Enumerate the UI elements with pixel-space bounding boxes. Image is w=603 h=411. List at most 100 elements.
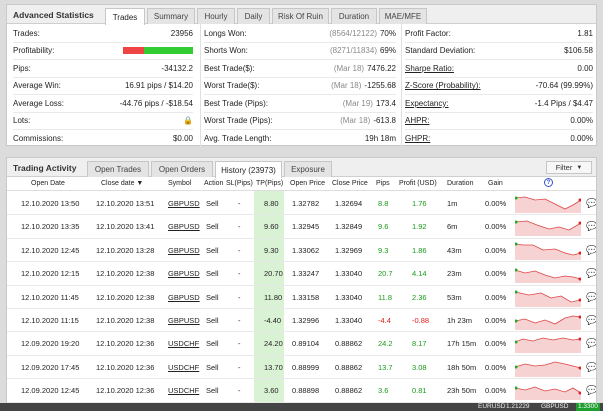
cell-symbol[interactable]: GBPUSD bbox=[168, 222, 200, 232]
col-tp-pips[interactable]: TP(Pips) bbox=[256, 180, 284, 187]
cell-symbol[interactable]: GBPUSD bbox=[168, 292, 200, 302]
table-row[interactable]: 12.09.2020 12:45 12.10.2020 12:36 USDCHF Se… bbox=[7, 379, 597, 403]
cell-symbol[interactable]: GBPUSD bbox=[168, 199, 200, 208]
tab-open-trades[interactable]: Open Trades bbox=[87, 161, 149, 177]
comment-icon[interactable]: 💬 bbox=[586, 315, 597, 325]
stat-longs-won: Longs Won: (8564/12122) 70% bbox=[204, 25, 396, 43]
cell-symbol[interactable]: GBPUSD bbox=[168, 245, 200, 255]
stat-label-link[interactable]: Sharpe Ratio: bbox=[405, 63, 454, 73]
cell-sl: - bbox=[238, 386, 241, 396]
stat-label-link[interactable]: GHPR: bbox=[405, 134, 431, 144]
col-gain[interactable]: Gain bbox=[488, 180, 503, 187]
ticker-price: 1.21229 bbox=[506, 403, 530, 410]
table-row[interactable]: 12.10.2020 13:35 12.10.2020 13:41 GBPUSD Se… bbox=[7, 215, 597, 239]
tab-duration[interactable]: Duration bbox=[331, 8, 377, 24]
col-close-price[interactable]: Close Price bbox=[332, 180, 368, 187]
col-profit[interactable]: Profit (USD) bbox=[399, 180, 437, 187]
mini-chart-line bbox=[515, 361, 581, 369]
col-pips[interactable]: Pips bbox=[376, 180, 390, 187]
cell-tp: 13.70 bbox=[264, 362, 283, 372]
comment-icon[interactable]: 💬 bbox=[586, 291, 597, 302]
mini-chart-line bbox=[515, 220, 581, 231]
col-symbol[interactable]: Symbol bbox=[168, 180, 192, 187]
stat-best-trade-usd: Best Trade($): (Mar 18) 7476.22 bbox=[204, 60, 396, 78]
ticker-symbol[interactable]: GBPUSD bbox=[541, 403, 569, 410]
cell-sl: - bbox=[238, 245, 241, 255]
cell-pips: 13.7 bbox=[378, 362, 393, 372]
tab-summary[interactable]: Summary bbox=[147, 8, 195, 24]
info-icon[interactable]: ? bbox=[544, 178, 553, 187]
cell-profit: 0.81 bbox=[412, 386, 427, 396]
cell-symbol[interactable]: GBPUSD bbox=[168, 316, 200, 325]
cell-close-price: 1.33040 bbox=[335, 269, 363, 279]
stat-lots: Lots: 🔒 bbox=[13, 113, 193, 130]
col-action[interactable]: Action bbox=[204, 180, 224, 187]
table-row[interactable]: 12.10.2020 11:45 12.10.2020 12:38 GBPUSD Se… bbox=[7, 286, 596, 309]
stat-ghpr: GHPR: 0.00% bbox=[405, 130, 593, 148]
table-row[interactable]: 12.10.2020 13:50 12.10.2020 13:51 GBPUSD Se… bbox=[7, 192, 597, 216]
ticker-symbol[interactable]: EURUSD bbox=[478, 403, 506, 410]
trade-mini-chart bbox=[515, 315, 581, 330]
tab-history[interactable]: History (23973) bbox=[215, 161, 282, 178]
table-row[interactable]: 12.10.2020 12:15 12.10.2020 12:38 GBPUSD Se… bbox=[7, 262, 597, 286]
col-sl-pips[interactable]: SL(Pips) bbox=[226, 180, 253, 187]
table-row[interactable]: 12.10.2020 12:45 12.10.2020 13:28 GBPUSD Se… bbox=[7, 239, 597, 263]
tab-trades[interactable]: Trades bbox=[105, 8, 145, 25]
tab-exposure[interactable]: Exposure bbox=[284, 161, 332, 177]
mini-chart-open-dot bbox=[515, 268, 518, 272]
table-row[interactable]: 12.10.2020 11:15 12.10.2020 12:38 GBPUSD Se… bbox=[7, 309, 597, 333]
activity-tabbar: Trading Activity Open Trades Open Orders… bbox=[7, 158, 596, 178]
cell-profit: 4.14 bbox=[412, 269, 427, 279]
table-row[interactable]: 12.09.2020 19:20 12.10.2020 12:36 USDCHF Se… bbox=[7, 332, 597, 356]
comment-icon[interactable]: 💬 bbox=[586, 361, 597, 372]
cell-close-price: 1.33040 bbox=[335, 316, 363, 325]
col-duration[interactable]: Duration bbox=[447, 180, 474, 187]
cell-profit: 1.92 bbox=[412, 222, 427, 232]
trade-mini-chart bbox=[515, 337, 581, 354]
filter-dropdown[interactable]: Filter ▼ bbox=[546, 161, 592, 174]
mini-chart-line bbox=[515, 386, 581, 394]
tab-daily[interactable]: Daily bbox=[237, 8, 270, 24]
stat-value: $106.58 bbox=[564, 46, 593, 56]
cell-symbol[interactable]: USDCHF bbox=[168, 386, 200, 396]
comment-icon[interactable]: 💬 bbox=[586, 338, 597, 349]
ticker-price: 1.3300 bbox=[576, 403, 600, 411]
table-row[interactable]: 12.09.2020 17:45 12.10.2020 12:36 USDCHF Se… bbox=[7, 356, 597, 380]
comment-icon[interactable]: 💬 bbox=[586, 385, 597, 396]
col-close-date[interactable]: Close date ▼ bbox=[101, 180, 144, 187]
col-open-date[interactable]: Open Date bbox=[31, 180, 65, 187]
stat-label-link[interactable]: AHPR: bbox=[405, 116, 430, 126]
comment-icon[interactable]: 💬 bbox=[586, 221, 597, 232]
lock-icon[interactable]: 🔒 bbox=[183, 116, 193, 126]
tab-risk-of-ruin[interactable]: Risk Of Ruin bbox=[272, 8, 329, 24]
cell-sl: - bbox=[238, 199, 241, 208]
cell-sl: - bbox=[238, 362, 241, 372]
stat-label-link[interactable]: Expectancy: bbox=[405, 98, 449, 108]
cell-symbol[interactable]: USDCHF bbox=[168, 362, 200, 372]
mini-chart-open-dot bbox=[515, 196, 518, 200]
comment-icon[interactable]: 💬 bbox=[586, 268, 597, 279]
cell-open-date: 12.10.2020 13:35 bbox=[21, 222, 80, 232]
stat-value: 7476.22 bbox=[367, 63, 396, 73]
stat-value: 16.91 pips / $14.20 bbox=[124, 81, 193, 91]
mini-chart-open-dot bbox=[515, 340, 518, 344]
tp-column-highlight bbox=[254, 191, 284, 410]
cell-close-date: 12.10.2020 12:38 bbox=[96, 269, 155, 279]
stat-average-loss: Average Loss: -44.76 pips / -$18.54 bbox=[13, 95, 193, 113]
cell-duration: 17h 15m bbox=[447, 339, 477, 349]
tab-mae-mfe[interactable]: MAE/MFE bbox=[379, 8, 427, 24]
mini-chart-area bbox=[515, 387, 581, 401]
comment-icon[interactable]: 💬 bbox=[586, 198, 597, 208]
col-open-price[interactable]: Open Price bbox=[290, 180, 326, 187]
tab-open-orders[interactable]: Open Orders bbox=[151, 161, 213, 177]
cell-symbol[interactable]: GBPUSD bbox=[168, 269, 200, 279]
comment-icon[interactable]: 💬 bbox=[586, 244, 597, 255]
stat-sub: (Mar 19) bbox=[342, 98, 373, 108]
cell-open-price: 0.88898 bbox=[292, 386, 320, 396]
cell-symbol[interactable]: USDCHF bbox=[168, 339, 200, 349]
cell-open-date: 12.10.2020 11:15 bbox=[21, 316, 79, 325]
stat-label-link[interactable]: Z-Score (Probability): bbox=[405, 81, 481, 91]
cell-open-price: 0.88999 bbox=[292, 362, 320, 372]
cell-action: Sell bbox=[206, 292, 219, 302]
tab-hourly[interactable]: Hourly bbox=[197, 8, 235, 24]
